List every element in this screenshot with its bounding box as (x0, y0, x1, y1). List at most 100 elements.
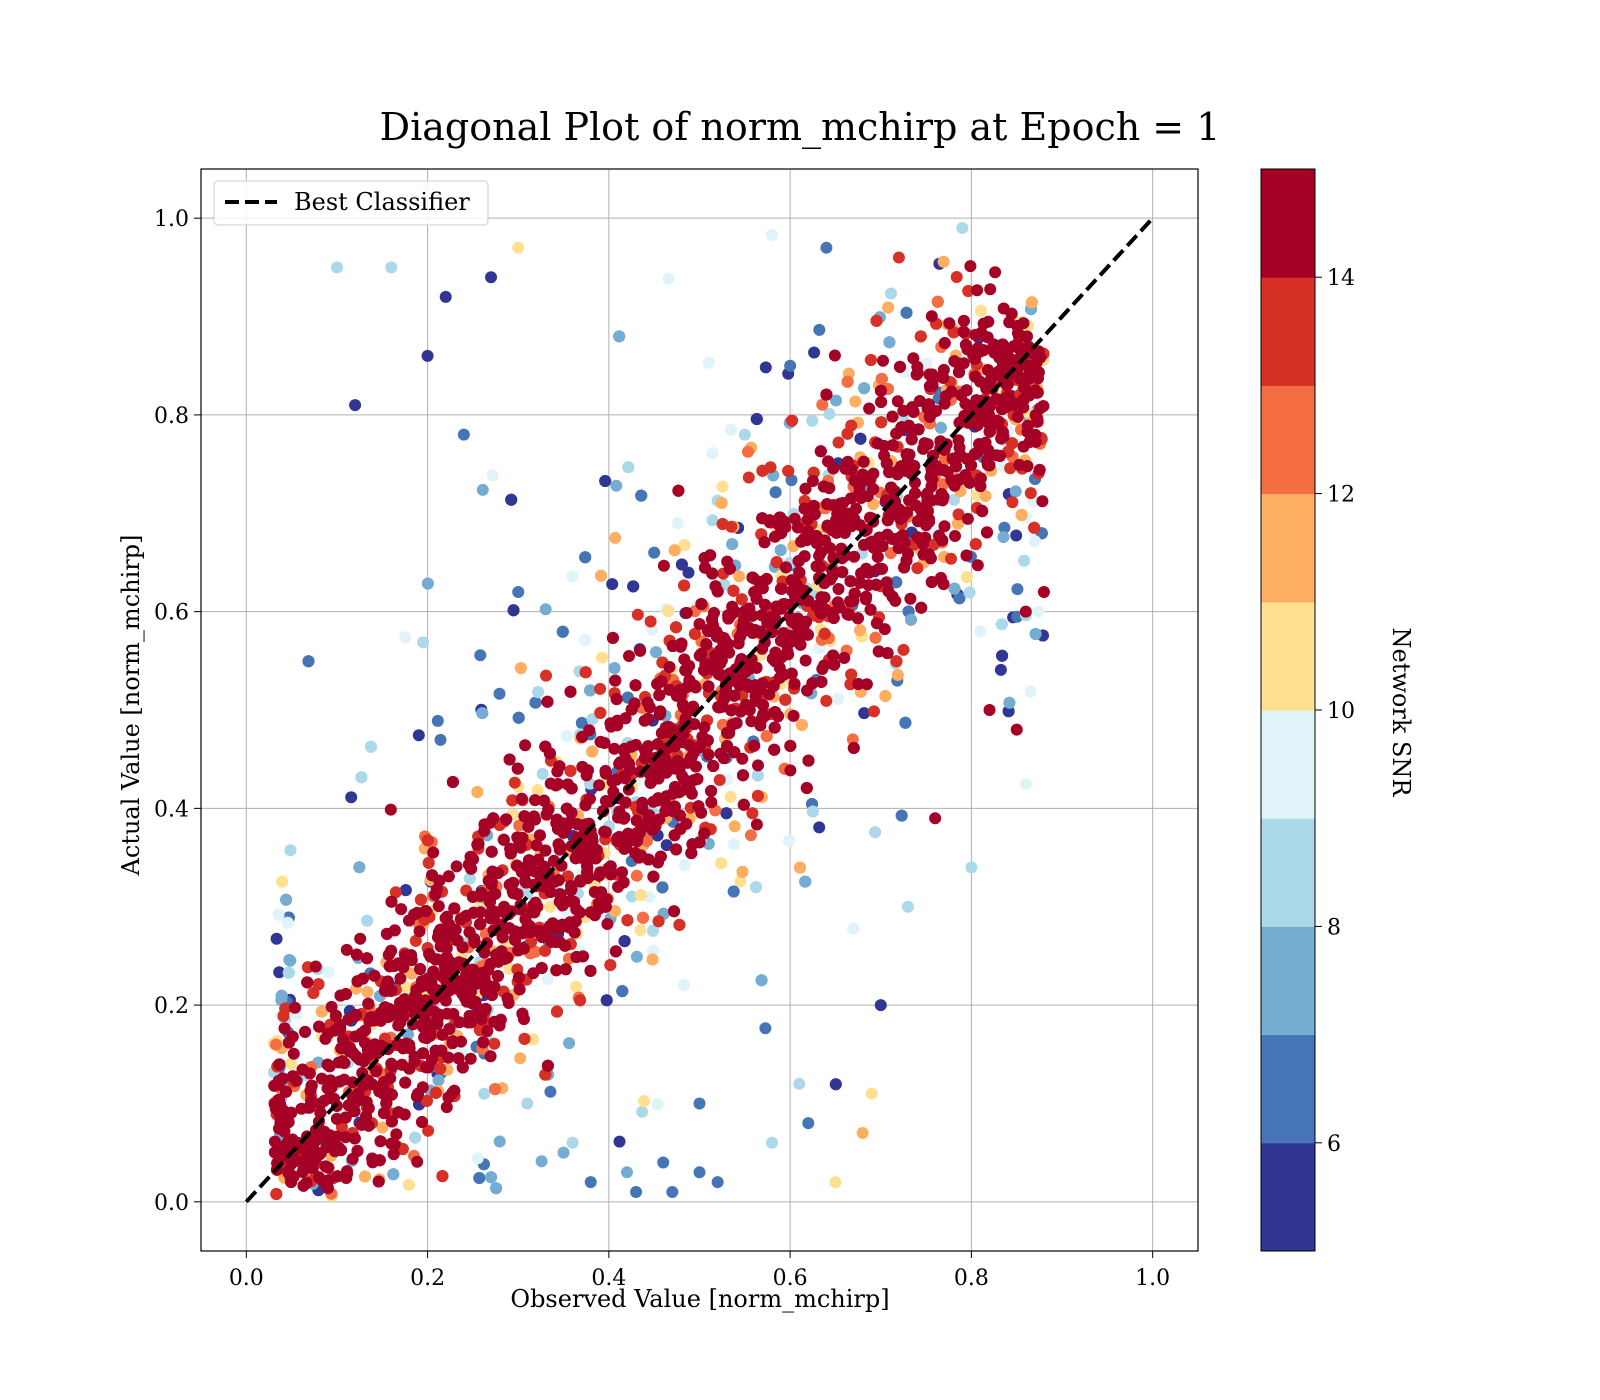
scatter-point (698, 721, 711, 734)
scatter-point (836, 566, 849, 579)
scatter-point (473, 1172, 486, 1184)
scatter-point (448, 902, 461, 915)
scatter-point (974, 625, 987, 638)
scatter-point (422, 1124, 435, 1137)
scatter-point (662, 272, 675, 285)
scatter-point (736, 865, 749, 878)
scatter-point (434, 733, 447, 746)
scatter-point (965, 459, 977, 472)
scatter-point (485, 845, 498, 858)
scatter-point (725, 704, 738, 717)
scatter-point (668, 905, 680, 918)
scatter-point (1031, 412, 1044, 425)
scatter-point (705, 796, 718, 809)
scatter-point (599, 795, 612, 807)
scatter-point (923, 410, 936, 423)
scatter-point (531, 900, 544, 913)
scatter-point (798, 502, 811, 515)
scatter-point (350, 948, 363, 961)
scatter-point (734, 675, 747, 688)
scatter-point (584, 684, 597, 697)
scatter-point (464, 1052, 477, 1065)
scatter-point (610, 773, 623, 786)
scatter-point (989, 266, 1002, 279)
scatter-point (1028, 521, 1041, 534)
scatter-point (491, 970, 504, 982)
scatter-point (650, 646, 662, 659)
scatter-point (394, 972, 407, 985)
scatter-point (724, 790, 737, 803)
scatter-point (897, 643, 910, 656)
scatter-point (885, 287, 897, 300)
scatter-point (706, 514, 719, 527)
scatter-point (573, 906, 586, 919)
scatter-point (961, 343, 974, 356)
scatter-point (488, 1037, 501, 1050)
scatter-point (608, 905, 621, 918)
scatter-point (579, 666, 592, 679)
scatter-point (987, 338, 1000, 351)
scatter-point (428, 1005, 441, 1018)
scatter-point (556, 918, 569, 931)
scatter-point (882, 301, 895, 314)
scatter-point (869, 631, 882, 644)
scatter-point (1036, 495, 1049, 508)
scatter-point (911, 562, 924, 575)
scatter-point (329, 1009, 342, 1022)
scatter-point (786, 414, 798, 427)
scatter-point (1009, 485, 1022, 498)
scatter-point (609, 674, 622, 687)
scatter-point (800, 782, 813, 794)
scatter-point (900, 306, 913, 319)
scatter-point (410, 1090, 423, 1103)
scatter-point (728, 820, 741, 833)
scatter-point (579, 634, 592, 646)
scatter-point (845, 668, 858, 681)
scatter-point (416, 1116, 428, 1128)
scatter-point (736, 752, 749, 765)
scatter-point (706, 447, 719, 460)
scatter-point (513, 971, 525, 984)
scatter-point (628, 697, 641, 710)
scatter-point (535, 1155, 548, 1168)
scatter-point (361, 986, 374, 998)
scatter-point (511, 762, 524, 775)
scatter-point (750, 413, 763, 425)
scatter-point (309, 960, 322, 973)
scatter-point (769, 486, 782, 499)
scatter-point (440, 951, 453, 963)
scatter-point (312, 978, 325, 991)
scatter-point (890, 655, 903, 668)
scatter-point (583, 792, 596, 805)
scatter-point (1003, 696, 1016, 709)
scatter-point (785, 584, 798, 597)
scatter-point (828, 658, 841, 671)
scatter-point (755, 974, 768, 987)
scatter-point (556, 817, 569, 830)
scatter-point (952, 508, 965, 521)
scatter-point (345, 791, 358, 804)
scatter-point (616, 866, 628, 879)
scatter-point (871, 550, 884, 563)
scatter-point (334, 1023, 347, 1035)
scatter-point (713, 774, 726, 786)
scatter-point (678, 579, 691, 592)
scatter-point (678, 859, 691, 872)
scatter-point (847, 742, 860, 754)
scatter-point (613, 805, 626, 818)
scatter-point (514, 662, 527, 675)
scatter-point (528, 810, 540, 823)
scatter-point (1015, 509, 1028, 521)
scatter-point (283, 953, 296, 966)
scatter-point (522, 820, 535, 833)
scatter-point (870, 617, 883, 630)
scatter-point (564, 685, 577, 698)
scatter-point (538, 794, 550, 807)
scatter-point (774, 544, 787, 557)
scatter-point (785, 474, 798, 487)
scatter-point (361, 914, 374, 927)
scatter-point (621, 914, 634, 927)
scatter-point (385, 895, 398, 908)
scatter-point (287, 1047, 300, 1060)
scatter-point (643, 701, 656, 714)
